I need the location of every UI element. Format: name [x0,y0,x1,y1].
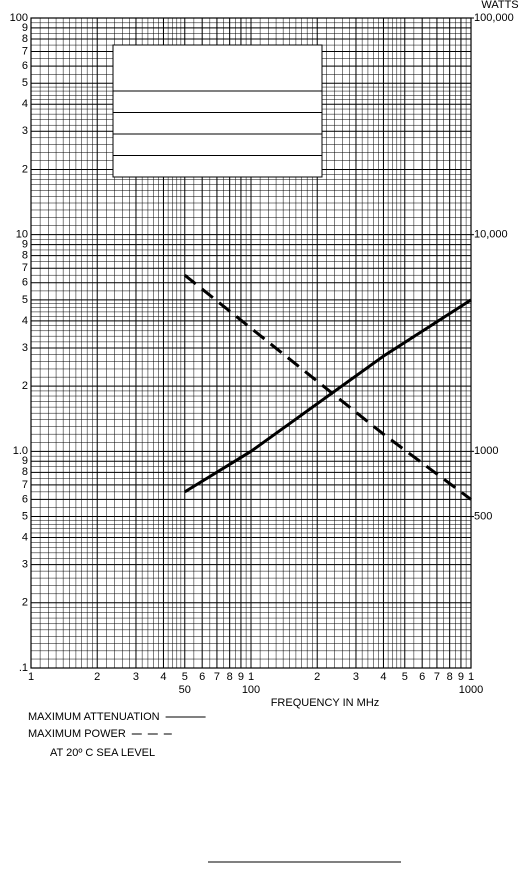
x-tick-label: 3 [353,671,359,683]
x-tick-label: 6 [199,671,205,683]
y-tick-label: 2 [22,380,28,392]
x-tick-label: 1 [28,671,34,683]
y-tick-label: 6 [22,277,28,289]
x-tick-label: 4 [160,671,166,683]
y-tick-label: 3 [22,342,28,354]
x-secondary-tick-label: 50 [179,684,191,696]
y-tick-label: 5 [22,294,28,306]
y-tick-label: .1 [19,662,28,674]
y-tick-label: 9 [22,238,28,250]
x-tick-label: 9 [458,671,464,683]
y-tick-label: 1.0 [13,445,28,457]
x-tick-label: 8 [447,671,453,683]
y-tick-label: 4 [22,98,28,110]
y-tick-label: 10 [16,229,28,241]
y-tick-label: 8 [22,466,28,478]
x-tick-label: 2 [94,671,100,683]
y2-tick-label: 500 [474,510,492,522]
y2-tick-label: 100,000 [474,12,514,24]
y-tick-label: 5 [22,77,28,89]
x-tick-label: 1 [248,671,254,683]
y-tick-label: 9 [22,455,28,467]
x-axis-label: FREQUENCY IN MHz [271,697,380,709]
y-tick-label: 7 [22,262,28,274]
y-tick-label: 8 [22,250,28,262]
x-tick-label: 8 [227,671,233,683]
x-tick-label: 2 [314,671,320,683]
x-tick-label: 9 [238,671,244,683]
y-tick-label: 8 [22,33,28,45]
y-tick-label: 9 [22,22,28,34]
y-tick-label: 3 [22,559,28,571]
y-tick-label: 6 [22,493,28,505]
y-tick-label: 7 [22,479,28,491]
y-tick-label: 100 [10,12,28,24]
y-tick-label: 3 [22,125,28,137]
x-tick-label: 7 [214,671,220,683]
data-line [183,298,472,494]
x-tick-label: 6 [419,671,425,683]
data-line [183,274,472,501]
x-tick-label: 3 [133,671,139,683]
x-tick-label: 1 [468,671,474,683]
x-tick-label: 5 [402,671,408,683]
y2-tick-label: 1000 [474,445,498,457]
x-tick-label: 4 [380,671,386,683]
y-tick-label: 5 [22,510,28,522]
x-tick-label: 7 [434,671,440,683]
y-tick-label: 7 [22,45,28,57]
y2-axis-label: WATTS [481,0,518,11]
data-table [112,44,323,178]
y-tick-label: 2 [22,163,28,175]
y-tick-label: 2 [22,597,28,609]
legend-label: MAXIMUM POWER [28,728,126,740]
note: AT 20º C SEA LEVEL [50,747,155,759]
x-tick-label: 5 [182,671,188,683]
legend-label: MAXIMUM ATTENUATION [28,711,160,723]
y-tick-label: 4 [22,315,28,327]
y-tick-label: 4 [22,531,28,543]
y-tick-label: 6 [22,60,28,72]
x-secondary-tick-label: 1000 [459,684,483,696]
y2-tick-label: 10,000 [474,229,508,241]
x-secondary-tick-label: 100 [242,684,260,696]
